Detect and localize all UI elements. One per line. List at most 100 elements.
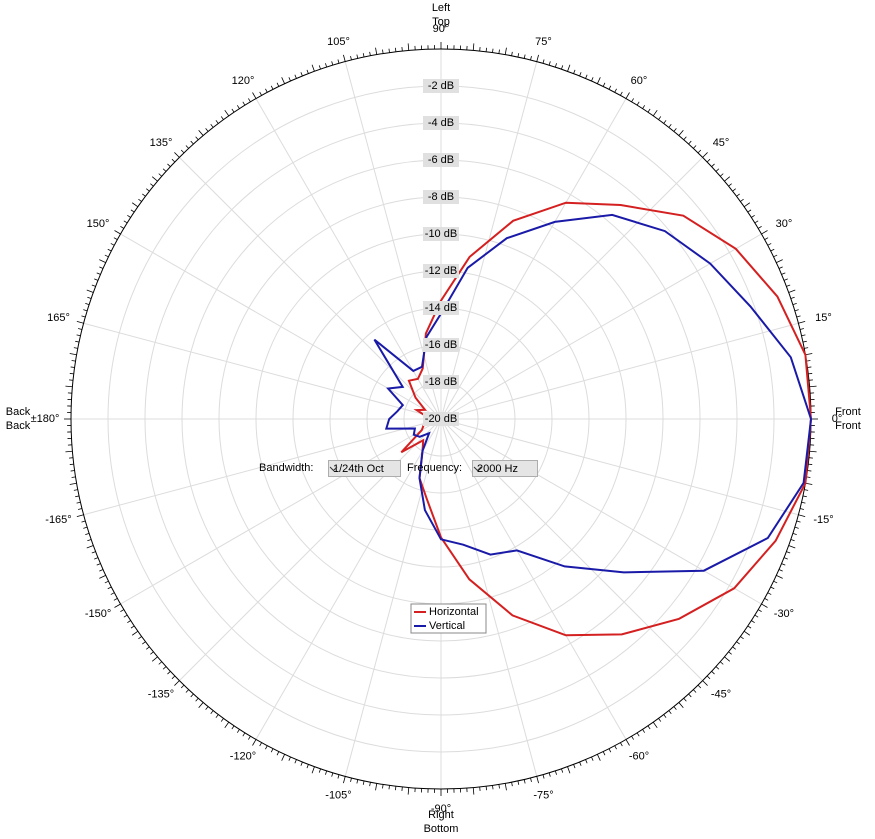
legend-box	[410, 603, 487, 634]
minor-tick	[620, 91, 623, 96]
minor-tick	[76, 321, 84, 324]
minor-tick	[706, 675, 711, 680]
grid-spoke	[440, 233, 762, 420]
minor-tick	[288, 756, 291, 761]
legend-label: Vertical	[429, 620, 465, 632]
grid-spoke	[344, 61, 442, 420]
grid-spoke	[440, 322, 799, 420]
minor-tick	[236, 729, 240, 733]
minor-tick	[764, 237, 769, 240]
angle-tick-label: 165°	[47, 312, 70, 324]
minor-tick	[242, 101, 246, 106]
direction-label: Bottom	[424, 823, 459, 835]
minor-tick	[215, 120, 219, 124]
minor-tick	[375, 783, 378, 791]
minor-tick	[190, 693, 194, 698]
minor-tick	[369, 782, 371, 787]
minor-tick	[146, 646, 150, 650]
minor-tick	[711, 163, 715, 167]
minor-tick	[567, 64, 571, 72]
grid-spoke	[440, 418, 627, 740]
minor-tick	[642, 105, 646, 109]
r-tick-label: -6 dB	[428, 154, 454, 166]
angle-tick-label: -120°	[230, 751, 256, 763]
minor-tick	[579, 72, 582, 77]
minor-tick	[504, 783, 507, 791]
minor-tick	[75, 495, 80, 498]
minor-tick	[804, 347, 809, 349]
minor-tick	[776, 575, 783, 579]
r-tick-label: -16 dB	[425, 339, 457, 351]
minor-tick	[647, 725, 651, 730]
minor-tick	[736, 193, 740, 197]
minor-tick	[113, 598, 118, 601]
minor-tick	[294, 759, 297, 764]
grid-spoke	[83, 418, 442, 516]
minor-tick	[86, 289, 94, 293]
grid-spoke	[255, 98, 442, 420]
minor-tick	[114, 603, 121, 608]
minor-tick	[807, 470, 812, 472]
minor-tick	[794, 526, 799, 529]
angle-tick-label: 0°	[832, 413, 843, 425]
minor-tick	[498, 49, 500, 54]
minor-tick	[224, 721, 230, 729]
minor-tick	[96, 563, 101, 566]
minor-tick	[130, 209, 135, 213]
minor-tick	[242, 732, 246, 737]
minor-tick	[236, 105, 240, 109]
r-tick-label: -18 dB	[425, 376, 457, 388]
minor-tick	[337, 59, 340, 64]
minor-tick	[697, 149, 702, 154]
minor-tick	[87, 296, 92, 299]
minor-tick	[91, 284, 96, 287]
minor-tick	[702, 152, 708, 158]
minor-tick	[311, 64, 315, 72]
minor-tick	[511, 51, 513, 56]
minor-tick	[561, 768, 564, 773]
minor-tick	[740, 198, 744, 202]
minor-tick	[715, 666, 720, 670]
minor-tick	[647, 108, 651, 113]
minor-tick	[504, 47, 507, 55]
minor-tick	[306, 764, 309, 769]
minor-tick	[300, 761, 303, 766]
minor-tick	[732, 188, 736, 192]
angle-tick-label: -15°	[813, 514, 833, 526]
minor-tick	[104, 254, 109, 258]
minor-tick	[81, 520, 86, 523]
tick-label-bg	[423, 264, 459, 278]
minor-tick	[85, 303, 90, 306]
bandwidth-select[interactable]: 1/24th Oct	[328, 460, 401, 477]
minor-tick	[70, 470, 75, 472]
minor-tick	[75, 340, 80, 343]
minor-tick	[325, 63, 328, 68]
frequency-select[interactable]: 2000 Hz	[472, 460, 538, 477]
minor-tick	[205, 128, 209, 132]
tick-label-bg	[423, 190, 459, 204]
minor-tick	[127, 214, 131, 218]
minor-tick	[573, 69, 576, 74]
minor-tick	[585, 759, 588, 764]
minor-tick	[799, 508, 804, 510]
minor-tick	[220, 718, 224, 722]
minor-tick	[693, 145, 697, 149]
minor-tick	[554, 63, 557, 68]
minor-tick	[693, 689, 697, 693]
minor-tick	[265, 88, 268, 93]
minor-tick	[472, 43, 475, 51]
minor-tick	[728, 183, 732, 187]
minor-tick	[198, 702, 204, 709]
minor-tick	[318, 768, 321, 773]
minor-tick	[107, 248, 112, 252]
minor-tick	[602, 751, 606, 756]
minor-tick	[215, 714, 219, 718]
minor-tick	[719, 173, 724, 177]
bandwidth-label: Bandwidth:	[259, 462, 314, 474]
minor-tick	[678, 129, 684, 136]
minor-tick	[138, 636, 142, 640]
minor-tick	[104, 580, 109, 584]
minor-tick	[325, 770, 328, 775]
angle-tick-label: 90°	[433, 23, 450, 35]
minor-tick	[597, 77, 601, 84]
